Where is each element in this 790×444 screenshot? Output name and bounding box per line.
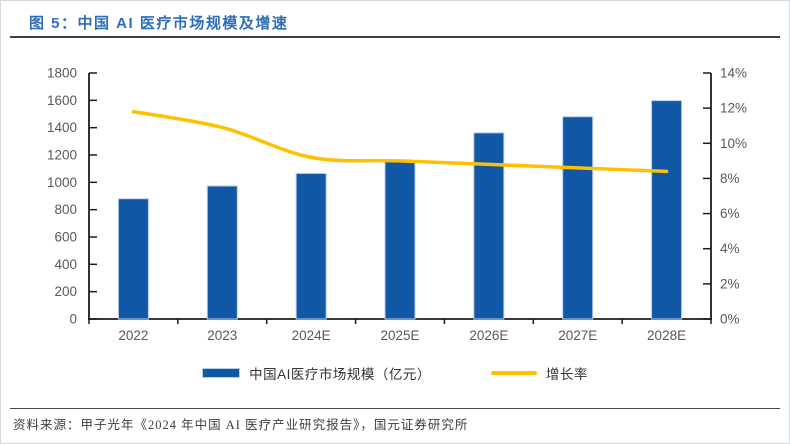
svg-text:1400: 1400: [47, 120, 77, 135]
legend-label-growth-rate: 增长率: [545, 367, 588, 382]
bar-2024E: [295, 172, 327, 320]
svg-text:2023: 2023: [207, 328, 237, 343]
svg-text:10%: 10%: [720, 136, 747, 151]
bar-series-swatch: [202, 368, 241, 378]
market-size-bars: [117, 100, 683, 320]
source-text: 甲子光年《2024 年中国 AI 医疗产业研究报告》，国元证券研究所: [80, 418, 469, 432]
bar-2026E: [473, 132, 505, 320]
svg-text:1200: 1200: [47, 148, 77, 163]
svg-text:14%: 14%: [720, 66, 747, 81]
growth-line-group: [131, 109, 669, 174]
svg-text:8%: 8%: [720, 171, 740, 186]
source-label: 资料来源：: [13, 418, 81, 432]
svg-text:2022: 2022: [118, 328, 148, 343]
svg-text:2028E: 2028E: [647, 328, 686, 343]
bar-2025E: [384, 160, 416, 320]
bar-2022: [117, 198, 149, 320]
chart-legend: 中国AI医疗市场规模（亿元） 增长率: [1, 363, 789, 383]
growth-rate-line: [131, 109, 669, 174]
right-axis-ticks: 14% 12% 10% 8% 6% 4% 2% 0%: [703, 66, 747, 327]
svg-text:2025E: 2025E: [380, 328, 419, 343]
svg-text:2026E: 2026E: [469, 328, 508, 343]
x-axis: 2022 2023 2024E 2025E 2026E 2027E 2028E: [88, 319, 712, 343]
svg-text:800: 800: [54, 202, 77, 217]
svg-text:6%: 6%: [720, 206, 740, 221]
line-series-swatch: [490, 371, 537, 375]
svg-text:4%: 4%: [720, 241, 740, 256]
legend-item-market-size: 中国AI医疗市场规模（亿元）: [202, 363, 431, 383]
svg-text:600: 600: [54, 230, 77, 245]
svg-text:2024E: 2024E: [292, 328, 331, 343]
svg-text:2027E: 2027E: [558, 328, 597, 343]
svg-text:12%: 12%: [720, 101, 747, 116]
svg-text:0: 0: [69, 312, 77, 327]
svg-text:400: 400: [54, 257, 77, 272]
svg-text:200: 200: [54, 284, 77, 299]
footer-divider: [10, 408, 780, 409]
legend-label-market-size: 中国AI医疗市场规模（亿元）: [249, 367, 431, 382]
svg-text:0%: 0%: [720, 312, 740, 327]
svg-text:2%: 2%: [720, 276, 740, 291]
svg-text:1000: 1000: [47, 175, 77, 190]
left-axis-ticks: 1800 1600 1400 1200 1000 800 600 400 200 0: [47, 66, 97, 327]
title-divider: [10, 36, 780, 38]
bar-2028E: [651, 100, 683, 320]
bar-2023: [206, 185, 238, 320]
source-line: 资料来源：甲子光年《2024 年中国 AI 医疗产业研究报告》，国元证券研究所: [13, 414, 779, 433]
svg-text:1600: 1600: [47, 93, 77, 108]
bar-2027E: [562, 116, 594, 320]
figure-title: 图 5：中国 AI 医疗市场规模及增速: [29, 15, 289, 32]
svg-text:1800: 1800: [47, 66, 77, 81]
legend-item-growth-rate: 增长率: [490, 363, 588, 383]
market-size-growth-chart: 18001600140012001000800600400200014%12%1…: [47, 66, 747, 344]
